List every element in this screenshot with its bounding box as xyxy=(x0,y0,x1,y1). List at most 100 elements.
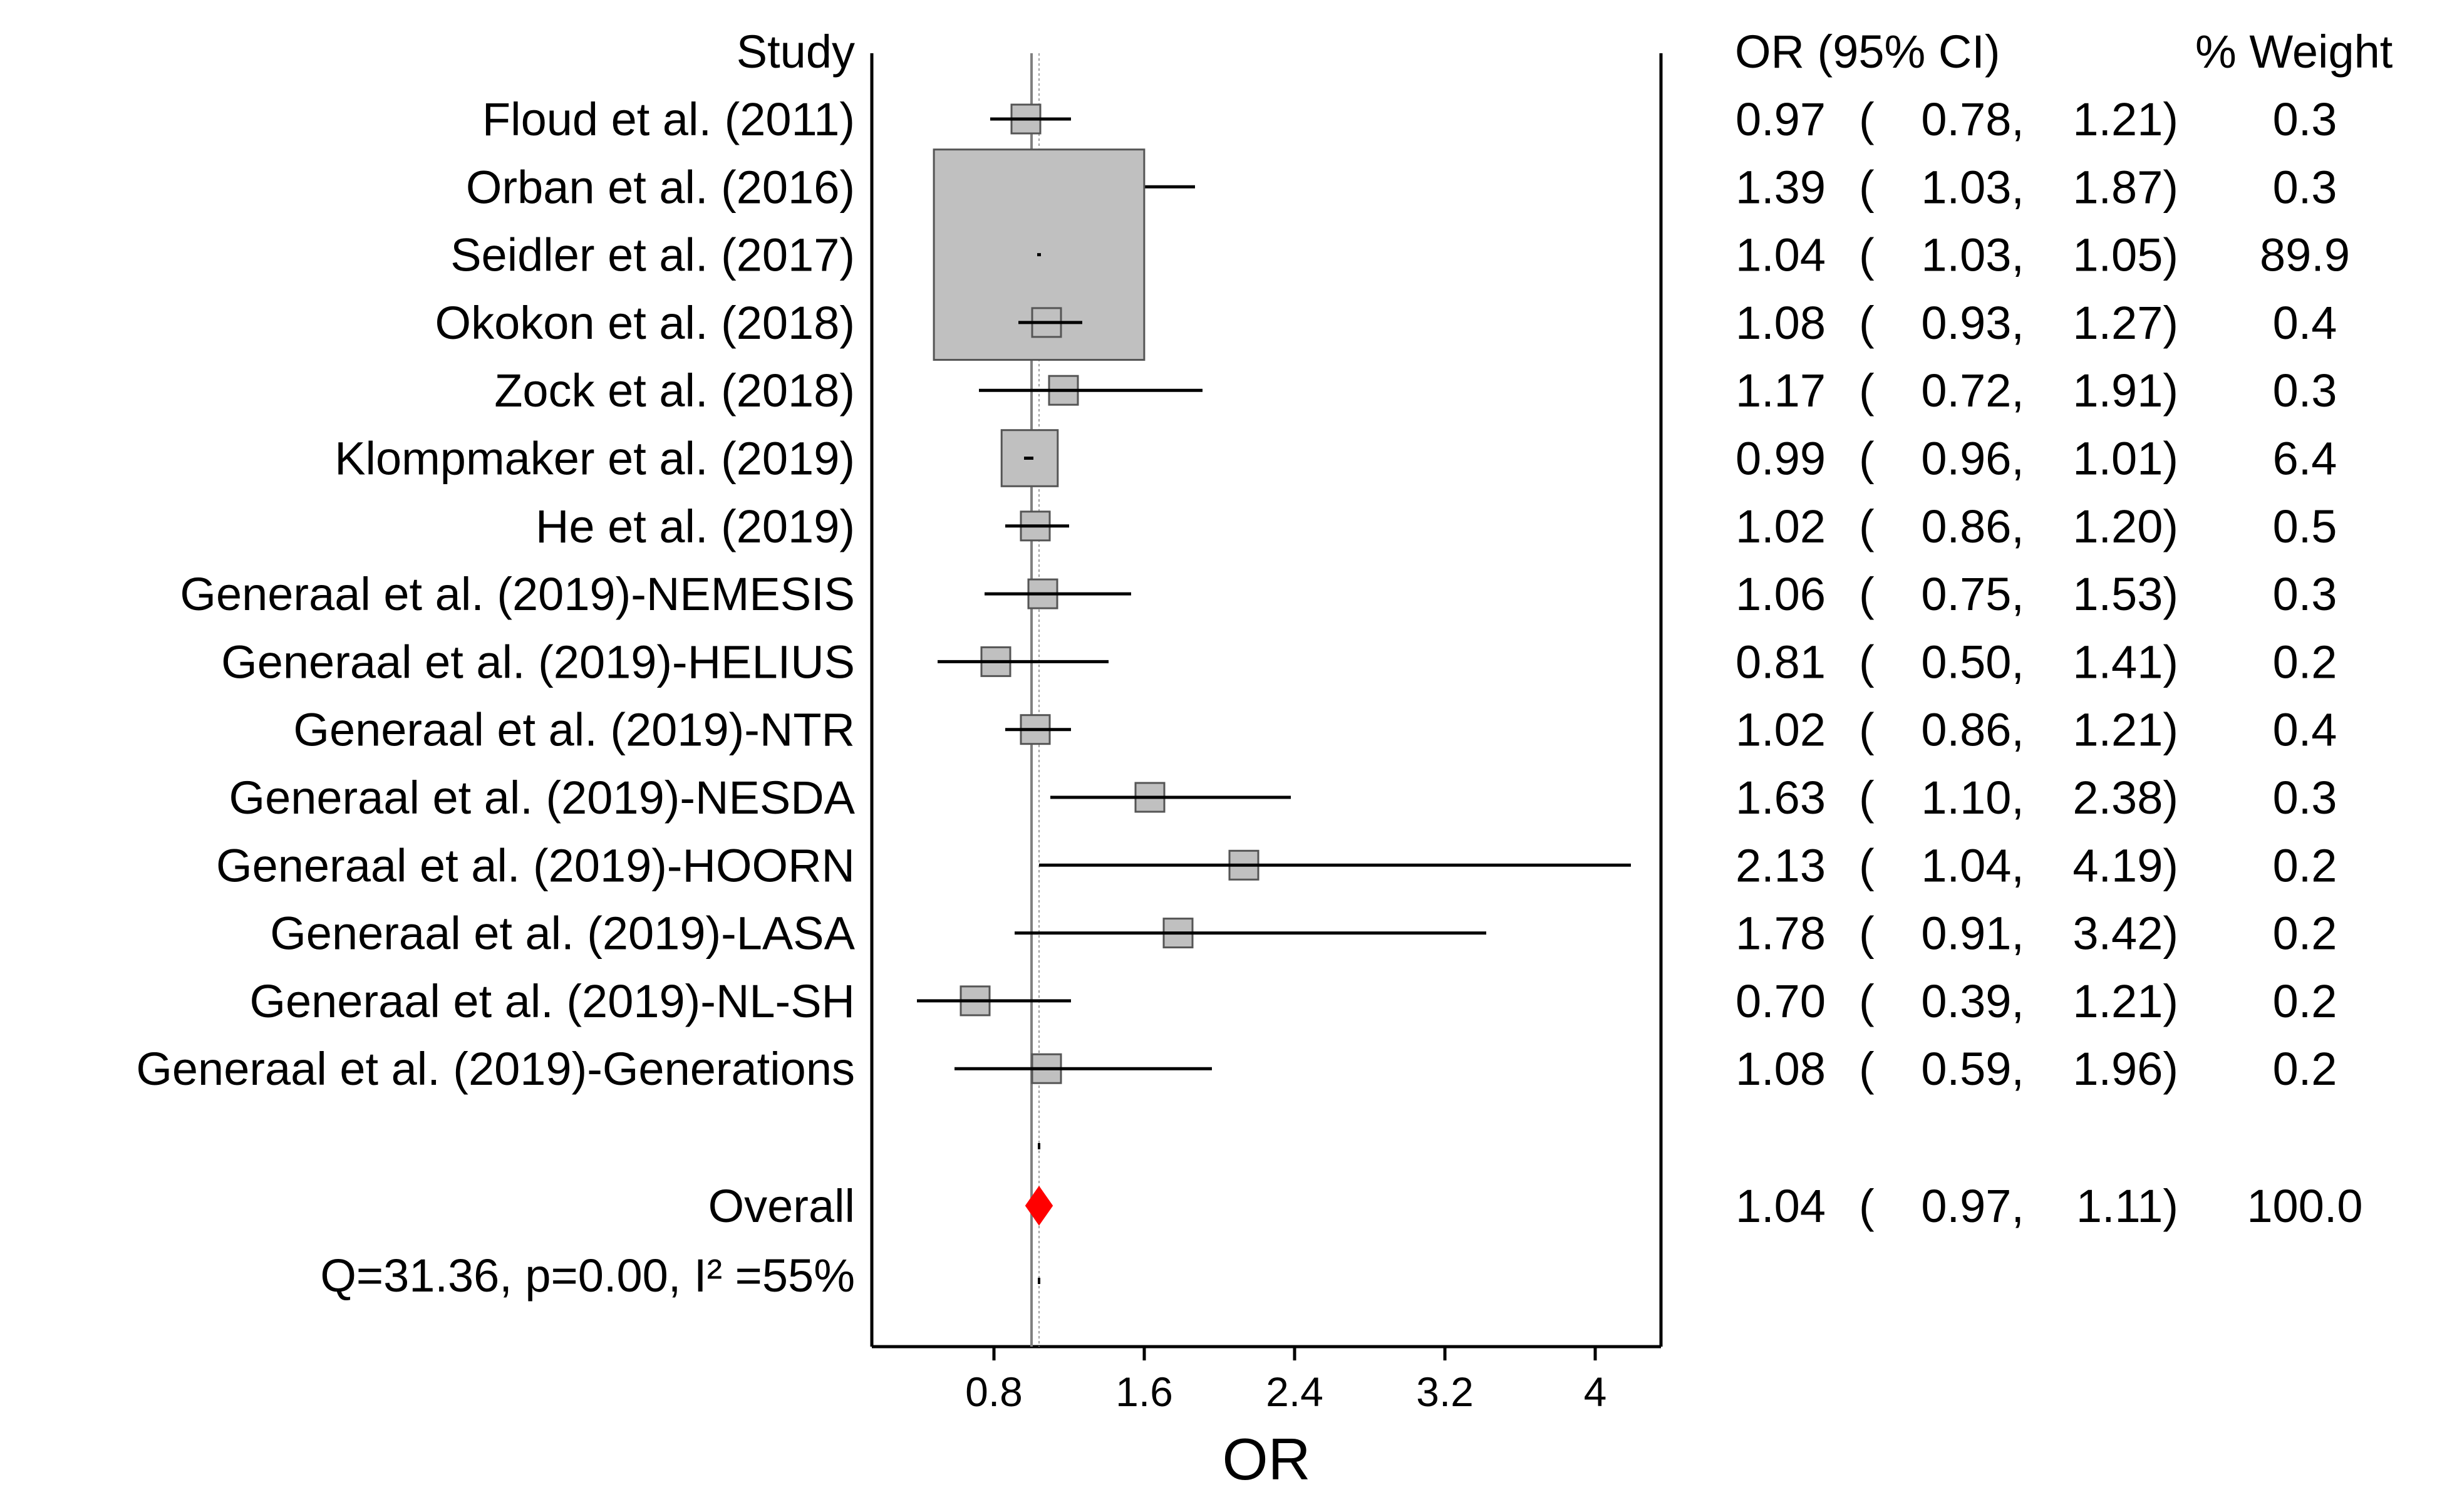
study-label: Generaal et al. (2019)-NESDA xyxy=(229,772,856,824)
ci-upper: 1.87) xyxy=(2072,161,2178,213)
ci-open-paren: ( xyxy=(1859,568,1875,620)
study-row xyxy=(1000,429,1059,487)
ci-open-paren: ( xyxy=(1859,93,1875,145)
ci-upper: 1.01) xyxy=(2072,433,2178,485)
study-row xyxy=(1039,849,1631,881)
study-row xyxy=(938,646,1109,677)
or-value: 0.99 xyxy=(1736,433,1826,485)
or-value: 2.13 xyxy=(1736,839,1826,891)
ci-upper: 3.42) xyxy=(2072,908,2178,960)
weight-value: 0.2 xyxy=(2273,636,2337,688)
ci-lower: 0.91, xyxy=(1921,908,2024,960)
study-label: Generaal et al. (2019)-LASA xyxy=(270,908,855,960)
overall-diamond xyxy=(1025,1186,1053,1226)
ci-upper: 1.96) xyxy=(2072,1043,2178,1095)
study-row xyxy=(917,985,1071,1017)
or-value: 1.02 xyxy=(1736,704,1826,756)
study-row xyxy=(954,1053,1212,1084)
study-rows xyxy=(917,103,1631,1284)
overall-ci-open-paren: ( xyxy=(1859,1180,1875,1232)
ci-upper: 1.21) xyxy=(2072,93,2178,145)
or-ci-column-header: OR (95% CI) xyxy=(1735,26,2000,78)
ci-open-paren: ( xyxy=(1859,500,1875,552)
heterogeneity-stats: Q=31.36, p=0.00, I² =55% xyxy=(320,1250,855,1302)
weight-value: 0.5 xyxy=(2273,500,2337,552)
ci-upper: 1.05) xyxy=(2072,229,2178,281)
ci-upper: 1.91) xyxy=(2072,365,2178,417)
text-columns: Study OR (95% CI) % Weight Q=31.36, p=0.… xyxy=(136,26,2393,1492)
study-row xyxy=(1005,714,1071,745)
or-value: 1.06 xyxy=(1736,568,1826,620)
study-row xyxy=(1050,782,1291,813)
or-value: 1.63 xyxy=(1736,772,1826,824)
x-tick-label: 0.8 xyxy=(965,1369,1023,1415)
ci-open-paren: ( xyxy=(1859,839,1875,891)
ci-upper: 1.21) xyxy=(2072,704,2178,756)
or-value: 1.08 xyxy=(1736,297,1826,349)
ci-upper: 4.19) xyxy=(2072,839,2178,891)
ci-upper: 1.21) xyxy=(2072,975,2178,1027)
overall-ci-upper: 1.11) xyxy=(2076,1180,2178,1232)
study-row xyxy=(979,375,1203,406)
ci-lower: 0.75, xyxy=(1921,568,2024,620)
ci-lower: 0.59, xyxy=(1921,1043,2024,1095)
study-label: Generaal et al. (2019)-HELIUS xyxy=(221,636,855,688)
study-label: Generaal et al. (2019)-NEMESIS xyxy=(180,568,855,620)
ci-lower: 0.39, xyxy=(1921,975,2024,1027)
ci-lower: 0.50, xyxy=(1921,636,2024,688)
weight-value: 0.3 xyxy=(2273,93,2337,145)
ci-lower: 0.72, xyxy=(1921,365,2024,417)
ci-lower: 0.86, xyxy=(1921,500,2024,552)
ci-lower: 1.03, xyxy=(1921,161,2024,213)
study-row xyxy=(1015,918,1486,949)
study-row xyxy=(985,578,1131,609)
ci-lower: 0.78, xyxy=(1921,93,2024,145)
weight-value: 0.2 xyxy=(2273,908,2337,960)
overall-or-value: 1.04 xyxy=(1736,1180,1826,1232)
ci-open-paren: ( xyxy=(1859,161,1875,213)
weight-value: 89.9 xyxy=(2260,229,2350,281)
ci-upper: 1.41) xyxy=(2072,636,2178,688)
ci-open-paren: ( xyxy=(1859,365,1875,417)
ci-open-paren: ( xyxy=(1859,1043,1875,1095)
ci-lower: 1.10, xyxy=(1921,772,2024,824)
or-value: 1.39 xyxy=(1736,161,1826,213)
study-label: Generaal et al. (2019)-Generations xyxy=(136,1043,855,1095)
ci-open-paren: ( xyxy=(1859,297,1875,349)
overall-weight-value: 100.0 xyxy=(2247,1180,2362,1232)
or-value: 0.97 xyxy=(1736,93,1826,145)
or-value: 0.70 xyxy=(1736,975,1826,1027)
ci-lower: 0.86, xyxy=(1921,704,2024,756)
study-row xyxy=(1005,510,1069,542)
weight-column-header: % Weight xyxy=(2195,26,2393,78)
x-axis-title: OR xyxy=(1223,1426,1311,1492)
weight-value: 0.3 xyxy=(2273,568,2337,620)
ci-upper: 1.53) xyxy=(2072,568,2178,620)
study-label: Orban et al. (2016) xyxy=(466,161,855,213)
ci-upper: 1.27) xyxy=(2072,297,2178,349)
ci-open-paren: ( xyxy=(1859,772,1875,824)
study-label: Floud et al. (2011) xyxy=(482,93,855,145)
weight-value: 0.2 xyxy=(2273,975,2337,1027)
study-label: Seidler et al. (2017) xyxy=(450,229,855,281)
overall-ci-lower: 0.97, xyxy=(1921,1180,2024,1232)
or-value: 1.17 xyxy=(1736,365,1826,417)
ci-open-paren: ( xyxy=(1859,908,1875,960)
ci-lower: 1.03, xyxy=(1921,229,2024,281)
x-tick-label: 3.2 xyxy=(1416,1369,1474,1415)
ci-upper: 1.20) xyxy=(2072,500,2178,552)
study-row xyxy=(1018,307,1082,338)
study-label: Generaal et al. (2019)-HOORN xyxy=(216,839,855,891)
weight-value: 0.2 xyxy=(2273,839,2337,891)
weight-value: 0.3 xyxy=(2273,161,2337,213)
ci-lower: 0.96, xyxy=(1921,433,2024,485)
overall-label: Overall xyxy=(708,1180,855,1232)
study-column-header: Study xyxy=(737,26,855,78)
x-tick-label: 1.6 xyxy=(1115,1369,1173,1415)
ci-lower: 1.04, xyxy=(1921,839,2024,891)
or-value: 1.78 xyxy=(1736,908,1826,960)
study-label: Zock et al. (2018) xyxy=(494,365,855,417)
or-value: 1.08 xyxy=(1736,1043,1826,1095)
ci-open-paren: ( xyxy=(1859,704,1875,756)
